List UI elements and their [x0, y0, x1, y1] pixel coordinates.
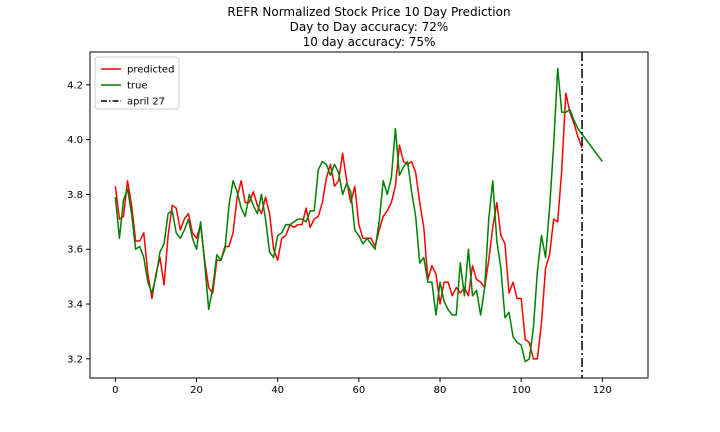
x-tick-label: 40 [271, 385, 284, 396]
legend-label-true: true [127, 81, 148, 92]
y-tick-label: 3.6 [67, 245, 83, 256]
series-line-predicted [114, 92, 583, 360]
x-tick-label: 100 [512, 385, 531, 396]
chart-title-line-1: REFR Normalized Stock Price 10 Day Predi… [227, 5, 510, 19]
series-line-true [114, 67, 603, 363]
chart-title-line-3: 10 day accuracy: 75% [303, 35, 436, 49]
x-tick-label: 20 [190, 385, 203, 396]
y-tick-label: 3.4 [67, 300, 83, 311]
legend-box [94, 56, 180, 110]
legend-label-predicted: predicted [127, 65, 174, 76]
x-tick-label: 120 [593, 385, 612, 396]
chart-title-line-2: Day to Day accuracy: 72% [290, 20, 449, 34]
y-tick-label: 3.8 [67, 190, 83, 201]
x-tick-label: 0 [112, 385, 118, 396]
axis-ticks: 0 20 40 60 80 100 120 3.2 3.4 3.6 3.8 4.0 4.2 [67, 80, 612, 396]
legend: predicted true april 27 [94, 56, 180, 110]
legend-label-april-27: april 27 [127, 97, 165, 108]
x-tick-label: 80 [434, 385, 447, 396]
plot-area [89, 51, 649, 379]
y-tick-label: 3.2 [67, 354, 83, 365]
x-tick-label: 60 [352, 385, 365, 396]
y-tick-label: 4.0 [67, 135, 83, 146]
y-tick-label: 4.2 [67, 80, 83, 91]
plot-frame [89, 51, 649, 379]
